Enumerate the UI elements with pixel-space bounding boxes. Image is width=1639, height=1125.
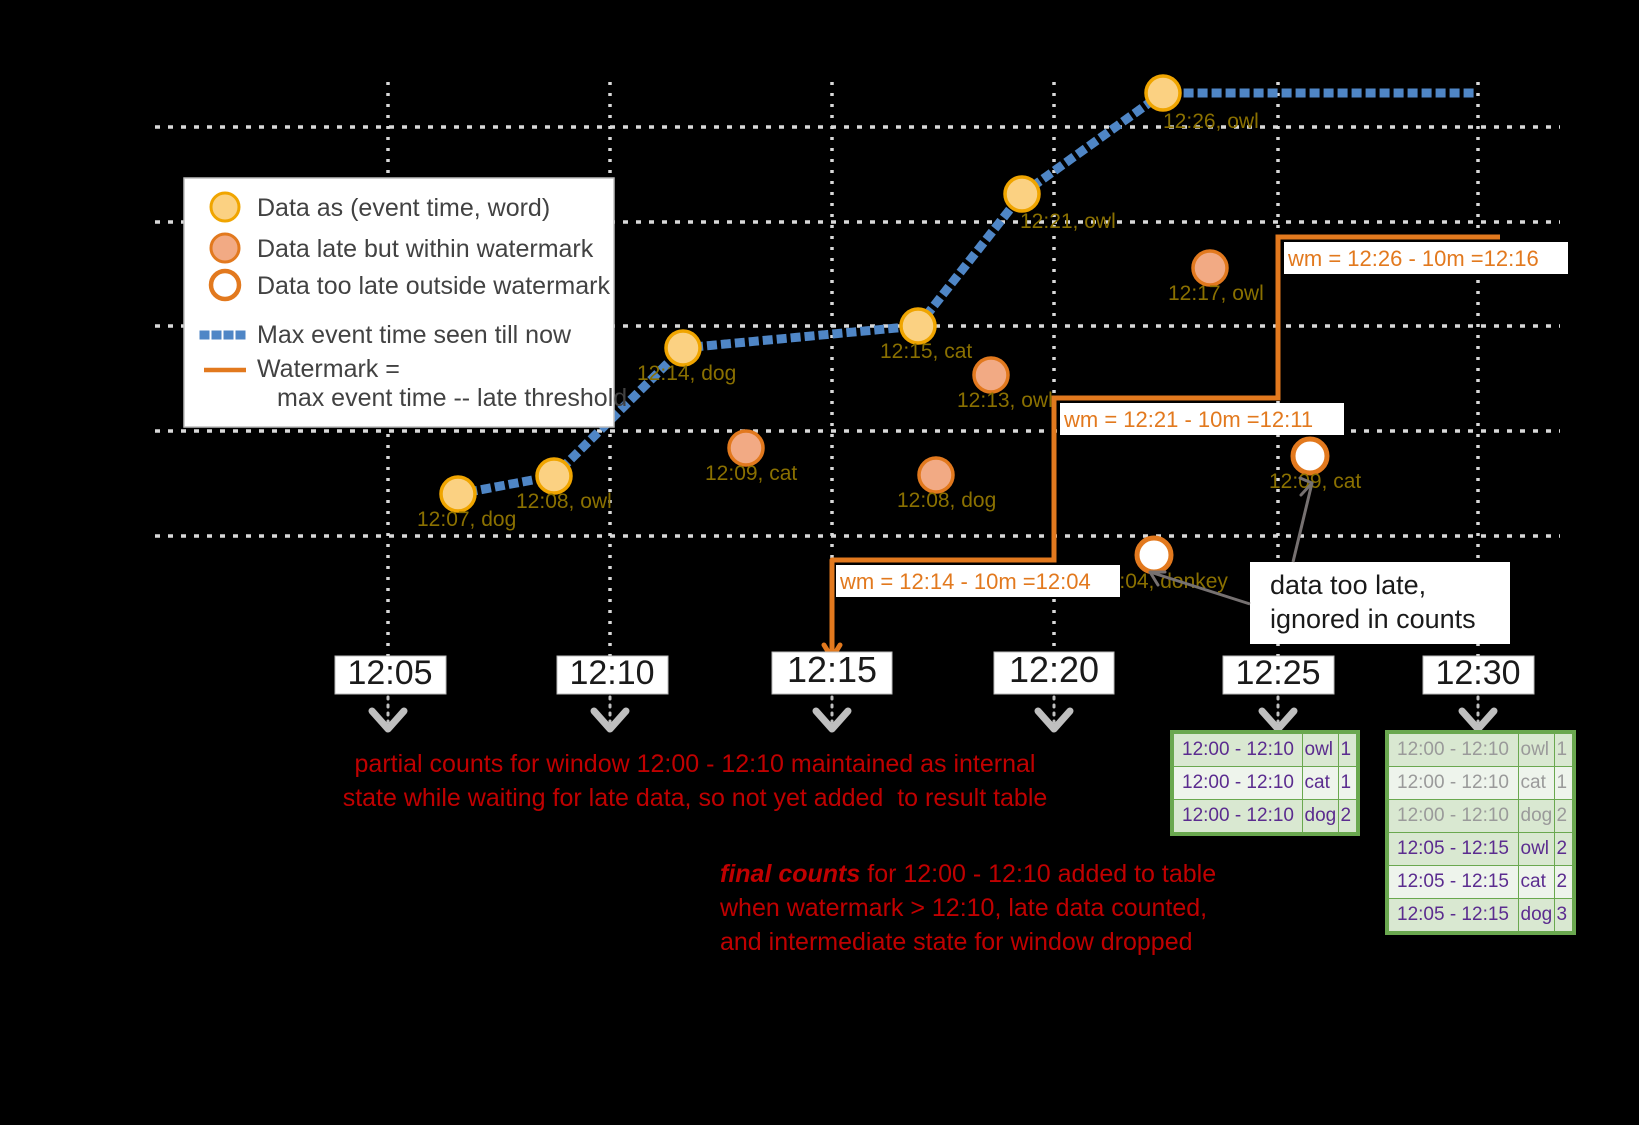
svg-text:12:15: 12:15	[787, 649, 877, 690]
svg-text:Max event time seen till now: Max event time seen till now	[257, 321, 572, 349]
svg-text:12:09, cat: 12:09, cat	[705, 462, 797, 485]
svg-text:12:20: 12:20	[1009, 649, 1099, 690]
svg-text:12:26, owl: 12:26, owl	[1163, 110, 1259, 133]
svg-text:12:17, owl: 12:17, owl	[1168, 282, 1264, 305]
svg-text:12:25: 12:25	[1235, 654, 1320, 692]
svg-text:wm = 12:21 - 10m =12:11: wm = 12:21 - 10m =12:11	[1063, 407, 1313, 432]
svg-text:12:30: 12:30	[1435, 654, 1520, 692]
svg-text:ignored in counts: ignored in counts	[1270, 604, 1476, 634]
svg-text:12:14, dog: 12:14, dog	[637, 362, 736, 385]
svg-text:Data too late outside watermar: Data too late outside watermark	[257, 272, 610, 300]
svg-text:12:21, owl: 12:21, owl	[1020, 210, 1116, 233]
svg-text:12:09, cat: 12:09, cat	[1269, 470, 1361, 493]
svg-text:Watermark =: Watermark =	[257, 355, 400, 383]
svg-text:wm = 12:26 - 10m =12:16: wm = 12:26 - 10m =12:16	[1287, 246, 1539, 271]
svg-text:12:15, cat: 12:15, cat	[880, 340, 972, 363]
svg-text:12:08, dog: 12:08, dog	[897, 489, 996, 512]
svg-text:12:13, owl: 12:13, owl	[957, 389, 1053, 412]
svg-text:Data late but within watermark: Data late but within watermark	[257, 235, 594, 263]
svg-text:12:10: 12:10	[569, 654, 654, 692]
svg-text:wm = 12:14 - 10m =12:04: wm = 12:14 - 10m =12:04	[839, 569, 1091, 594]
svg-text:12:05: 12:05	[347, 654, 432, 692]
svg-text:data too late,: data too late,	[1270, 570, 1426, 600]
svg-text:12:07, dog: 12:07, dog	[417, 508, 516, 531]
svg-text:12:08, owl: 12:08, owl	[516, 490, 612, 513]
svg-text:max event time -- late thresho: max event time -- late threshold	[277, 384, 627, 412]
svg-text:Data as (event time, word): Data as (event time, word)	[257, 194, 550, 222]
